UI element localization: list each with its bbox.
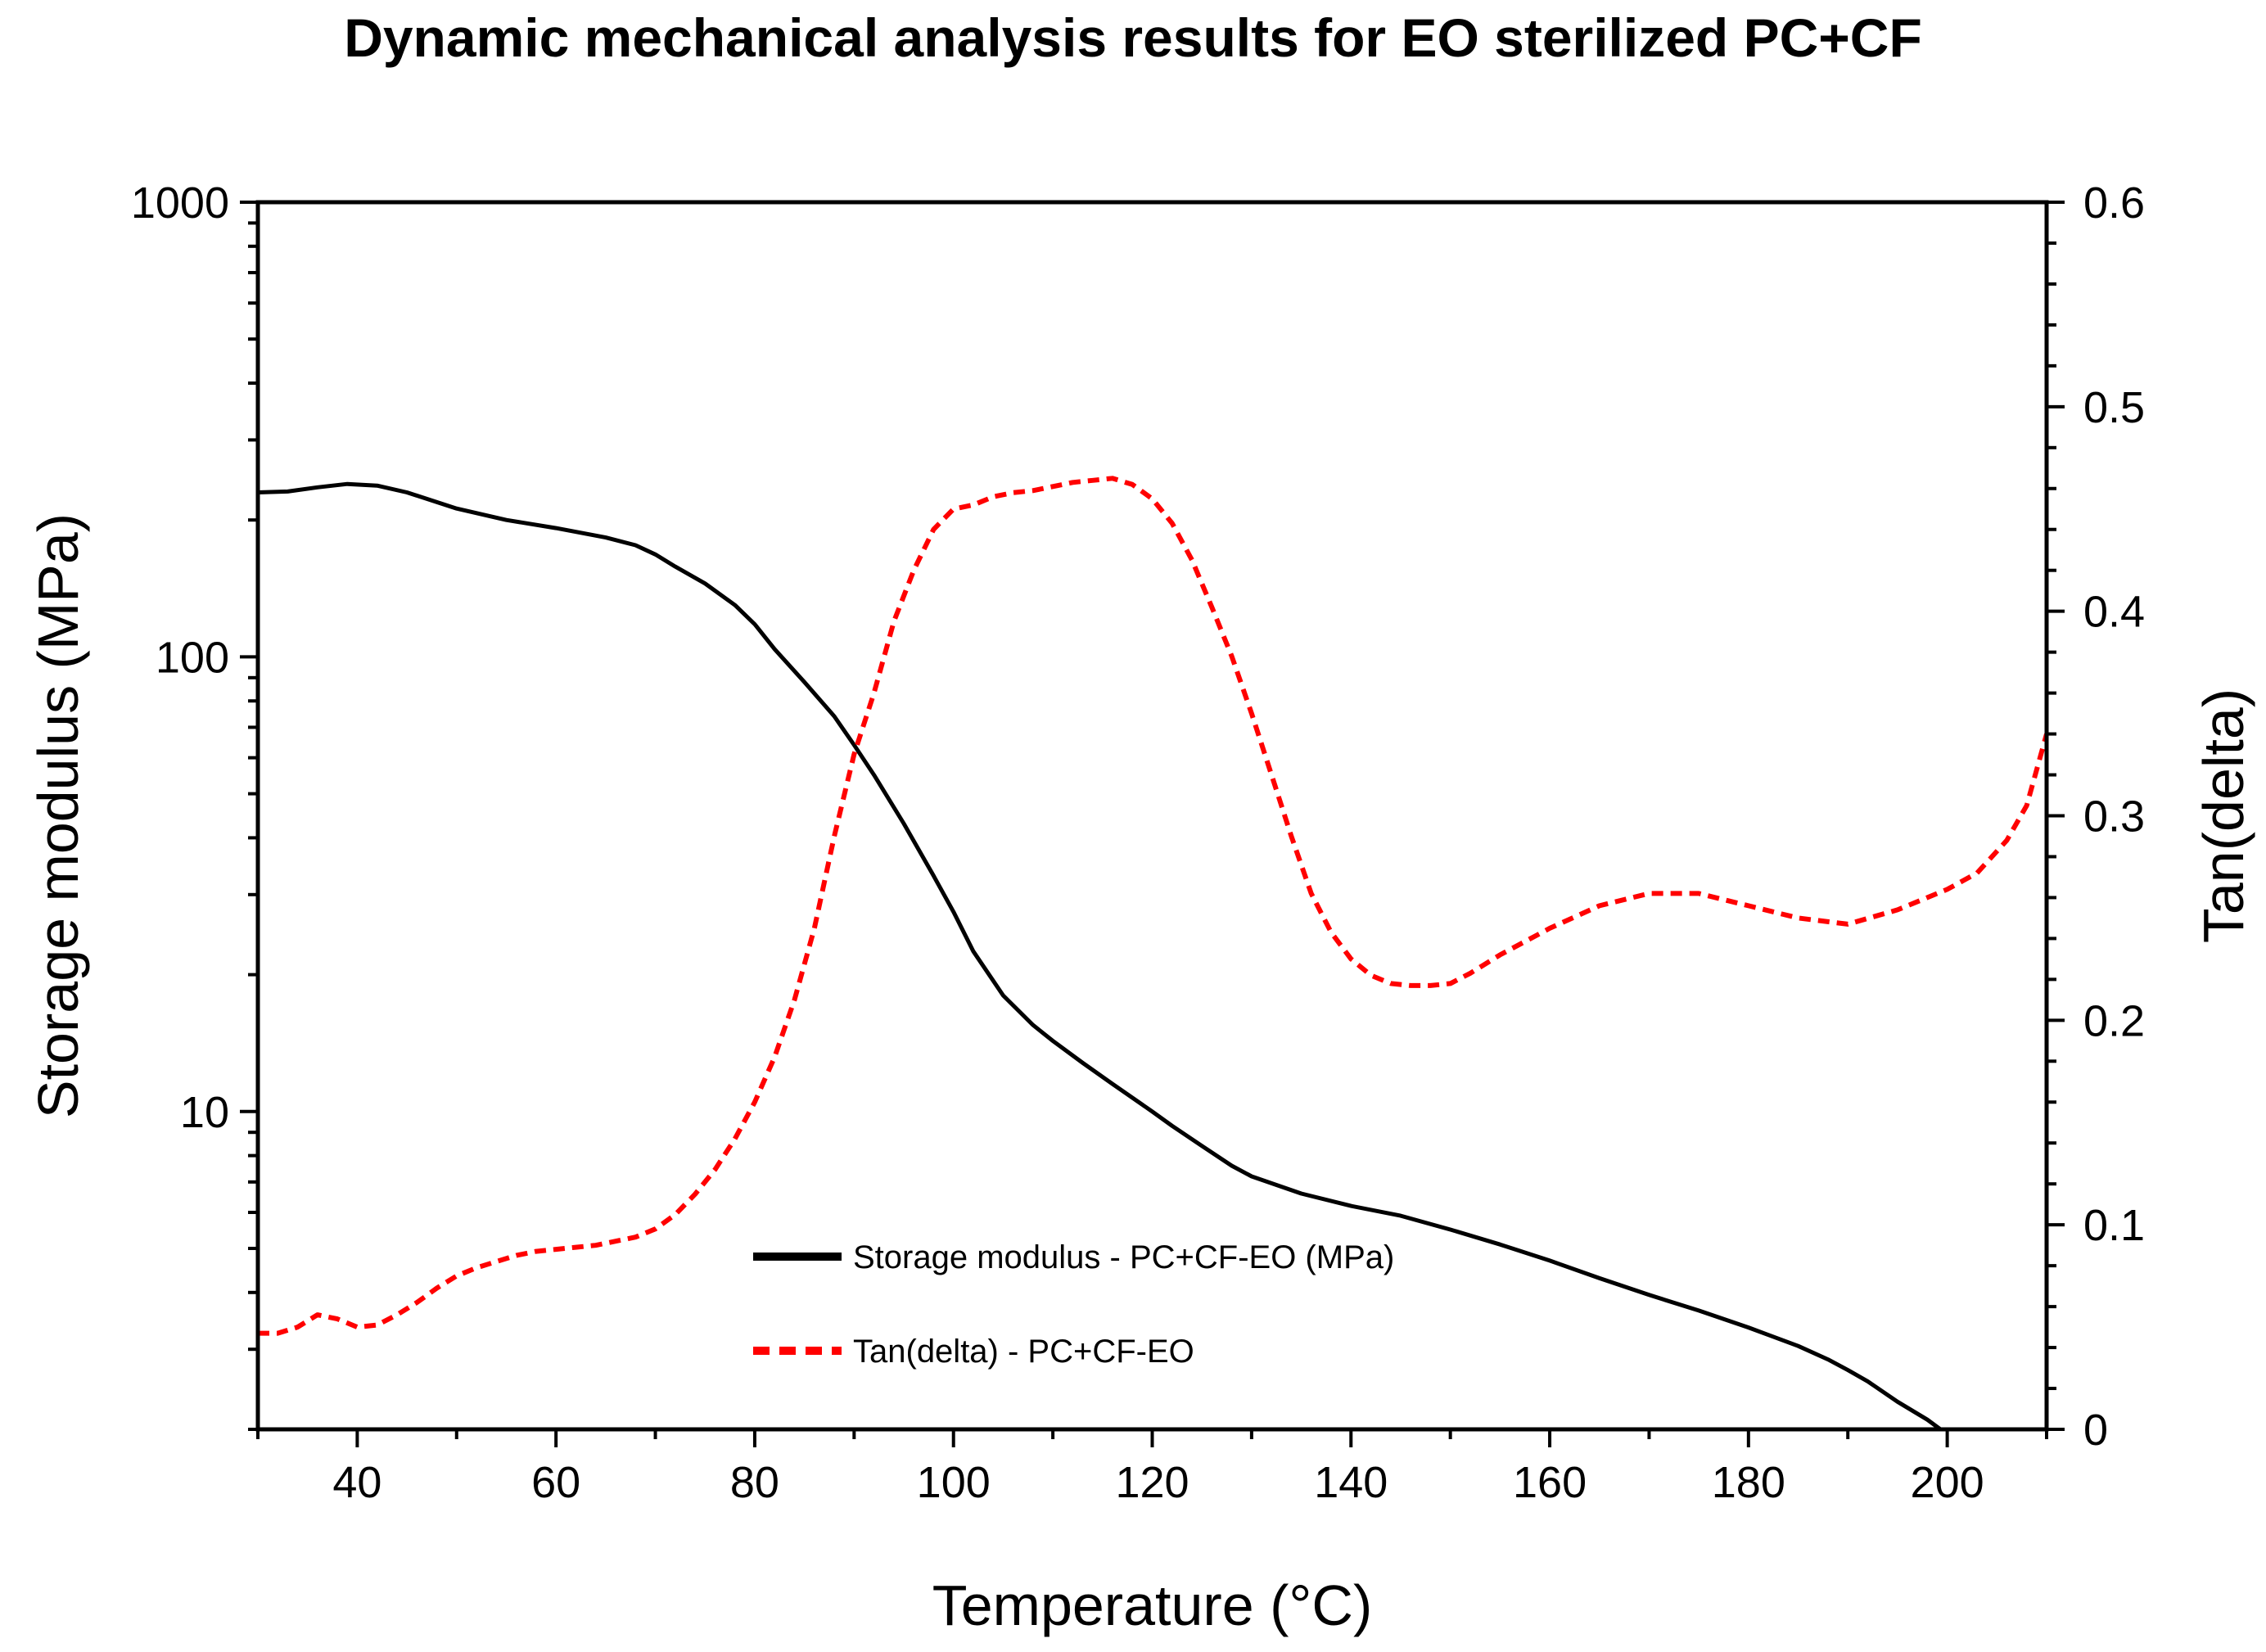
y2-tick-label: 0 [2083, 1406, 2108, 1455]
y-axis-label: Storage modulus (MPa) [26, 513, 90, 1118]
x-axis-label: Temperature (°C) [932, 1573, 1373, 1637]
chart-title: Dynamic mechanical analysis results for … [344, 7, 1922, 68]
x-tick-label: 80 [730, 1458, 779, 1507]
y2-tick-label: 0.5 [2083, 383, 2145, 432]
y-tick-label: 1000 [131, 178, 229, 228]
legend: Storage modulus - PC+CF-EO (MPa) Tan(del… [753, 1239, 1394, 1370]
y2-axis-label: Tan(delta) [2192, 688, 2255, 943]
y2-tick-label: 0.4 [2083, 588, 2145, 637]
x-tick-label: 200 [1911, 1458, 1984, 1507]
x-tick-label: 120 [1115, 1458, 1189, 1507]
storage-modulus-line [258, 481, 1944, 1429]
y2-tick-label: 0.6 [2083, 178, 2145, 228]
x-tick-label: 180 [1712, 1458, 1785, 1507]
legend-label-storage-modulus: Storage modulus - PC+CF-EO (MPa) [853, 1239, 1394, 1275]
x-tick-label: 160 [1513, 1458, 1587, 1507]
x-tick-label: 140 [1314, 1458, 1388, 1507]
axes-layer: 40 60 80 100 120 140 160 180 200 10 100 1000 0 0.1 0.2… [131, 178, 2145, 1507]
legend-label-tan-delta: Tan(delta) - PC+CF-EO [853, 1334, 1194, 1370]
tan-delta-line [258, 476, 2047, 1336]
y2-tick-label: 0.3 [2083, 792, 2145, 842]
y2-tick-label: 0.1 [2083, 1201, 2145, 1250]
y2-tick-label: 0.2 [2083, 996, 2145, 1045]
x-tick-label: 40 [332, 1458, 381, 1507]
x-tick-label: 100 [917, 1458, 991, 1507]
y-tick-label: 10 [180, 1088, 229, 1137]
x-tick-label: 60 [531, 1458, 580, 1507]
y-tick-label: 100 [156, 633, 229, 682]
series-layer [258, 476, 2047, 1429]
